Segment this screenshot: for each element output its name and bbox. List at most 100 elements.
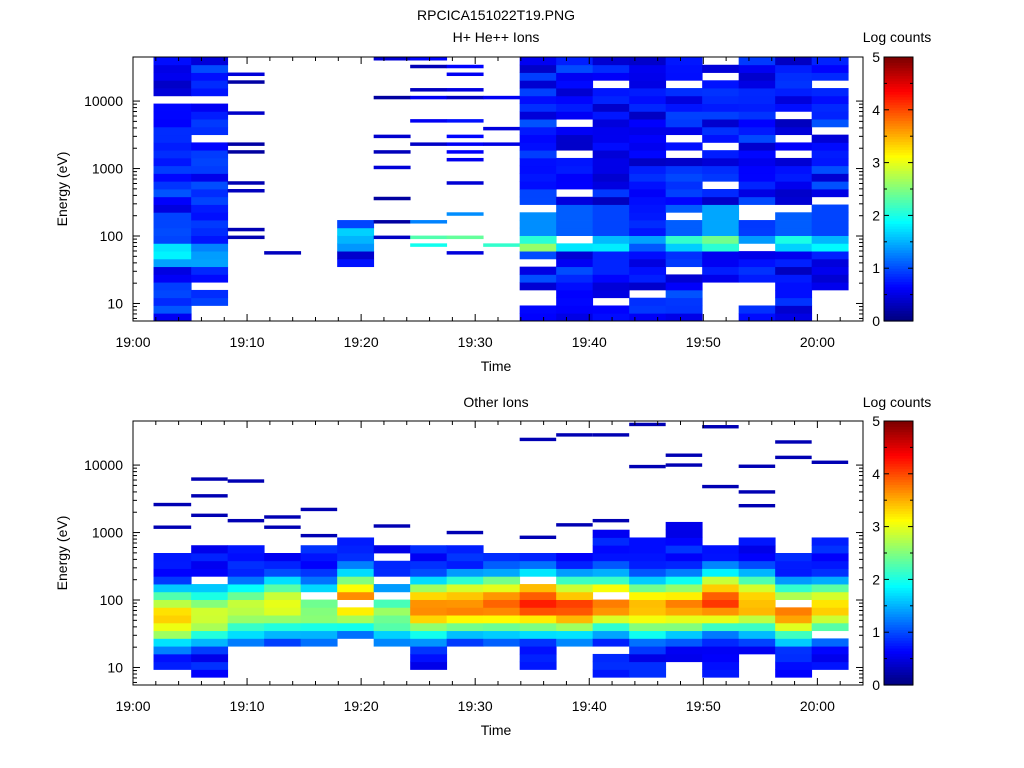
heatmap-cell [153,251,192,260]
heatmap-cell [775,282,813,291]
heatmap-cell [738,305,776,314]
colorbar-swatch [884,518,913,522]
colorbar-swatch [884,529,913,533]
heatmap-cell [191,545,229,554]
heatmap-cell [519,165,557,174]
panel-h-he-ions: H+ He++ Ions Log counts 19:00 19:10 19:20 1… [54,29,931,374]
heatmap-cell [556,212,594,221]
heatmap-cell [629,196,667,205]
heatmap-cell [191,181,229,190]
heatmap-cell [519,560,557,569]
heatmap-cell [191,661,229,670]
heatmap-cell [483,560,521,569]
heatmap-cell [264,599,302,608]
heatmap-cell [665,88,703,97]
colorbar-swatch [884,494,913,499]
colorbar-swatch [884,289,913,293]
heatmap-cell [629,80,667,89]
heatmap-cell [738,646,776,655]
colorbar-swatch [884,439,913,443]
heatmap-cell [191,584,229,593]
heatmap-cell [665,638,703,647]
heatmap-cell [191,297,229,306]
colorbar-swatch [884,648,913,652]
heatmap-cell [738,568,776,577]
heatmap-cell [811,150,849,159]
heatmap-cell [153,591,192,600]
heatmap-cell [300,560,338,569]
heatmap-cell [702,88,740,97]
heatmap-cell [592,251,630,260]
colorbar-swatch [884,165,913,169]
colorbar-swatch [884,112,913,116]
heatmap-cell [446,181,484,185]
colorbar-swatch [884,186,913,190]
heatmap-cell [556,258,594,268]
heatmap-cell [592,630,630,639]
colorbar-swatch [884,640,913,644]
heatmap-cell [629,134,667,143]
heatmap-cell [665,126,703,136]
heatmap-cell [665,282,703,291]
heatmap-cell [665,251,703,260]
heatmap-cell [191,568,229,577]
heatmap-cell [300,568,338,577]
heatmap-cell [775,142,813,151]
heatmap-cell [592,111,630,120]
colorbar-swatch [884,286,913,290]
colorbar-swatch [884,189,913,193]
heatmap-cell [665,297,703,306]
heatmap-cell [337,243,375,252]
heatmap-cell [519,227,557,236]
heatmap-cell [775,227,813,236]
heatmap-cell [337,607,375,616]
heatmap-cell [191,638,229,647]
heatmap-cell [556,173,594,182]
heatmap-cell [153,57,192,66]
heatmap-cell [153,165,192,174]
colorbar-swatch [884,624,913,628]
heatmap-cell [629,204,667,213]
heatmap-cell [592,560,630,569]
heatmap-cell [153,599,192,608]
colorbar-swatch [884,423,913,427]
heatmap-cell [191,64,229,73]
heatmap-cell [629,72,667,81]
heatmap-cell [519,630,557,639]
heatmap-cell [811,560,849,569]
heatmap-cell [337,258,375,268]
colorbar-swatch [884,481,913,485]
heatmap-cell [665,529,703,538]
heatmap-cell [702,545,740,554]
heatmap-cell [556,72,594,81]
heatmap-cell [775,95,813,104]
colorbar-swatch [884,181,913,185]
heatmap-cell [702,251,740,260]
y-tick-label: 10 [107,659,123,675]
heatmap-cell [191,494,228,498]
heatmap-cell [738,251,776,260]
heatmap-cell [702,638,740,647]
heatmap-cell [446,638,484,647]
heatmap-cell [556,305,594,314]
heatmap-cell [264,584,302,593]
colorbar-swatch [884,516,913,520]
heatmap-cell [629,95,667,104]
x-tick-label: 19:40 [572,334,607,350]
heatmap-cell [629,103,667,112]
x-tick-label: 19:10 [230,698,265,714]
heatmap-cell [410,591,448,600]
heatmap-cell [702,80,740,89]
heatmap-cell [446,568,484,577]
heatmap-cell [556,251,594,260]
heatmap-cell [410,57,448,61]
heatmap-cell [556,615,594,624]
colorbar-swatch [884,284,913,288]
heatmap-cell [300,622,338,632]
heatmap-cell [410,661,448,670]
heatmap-cell [811,599,849,608]
heatmap-cell [629,88,667,97]
heatmap-cell [811,235,849,244]
heatmap-cell [446,530,484,535]
heatmap-cell [592,313,630,322]
